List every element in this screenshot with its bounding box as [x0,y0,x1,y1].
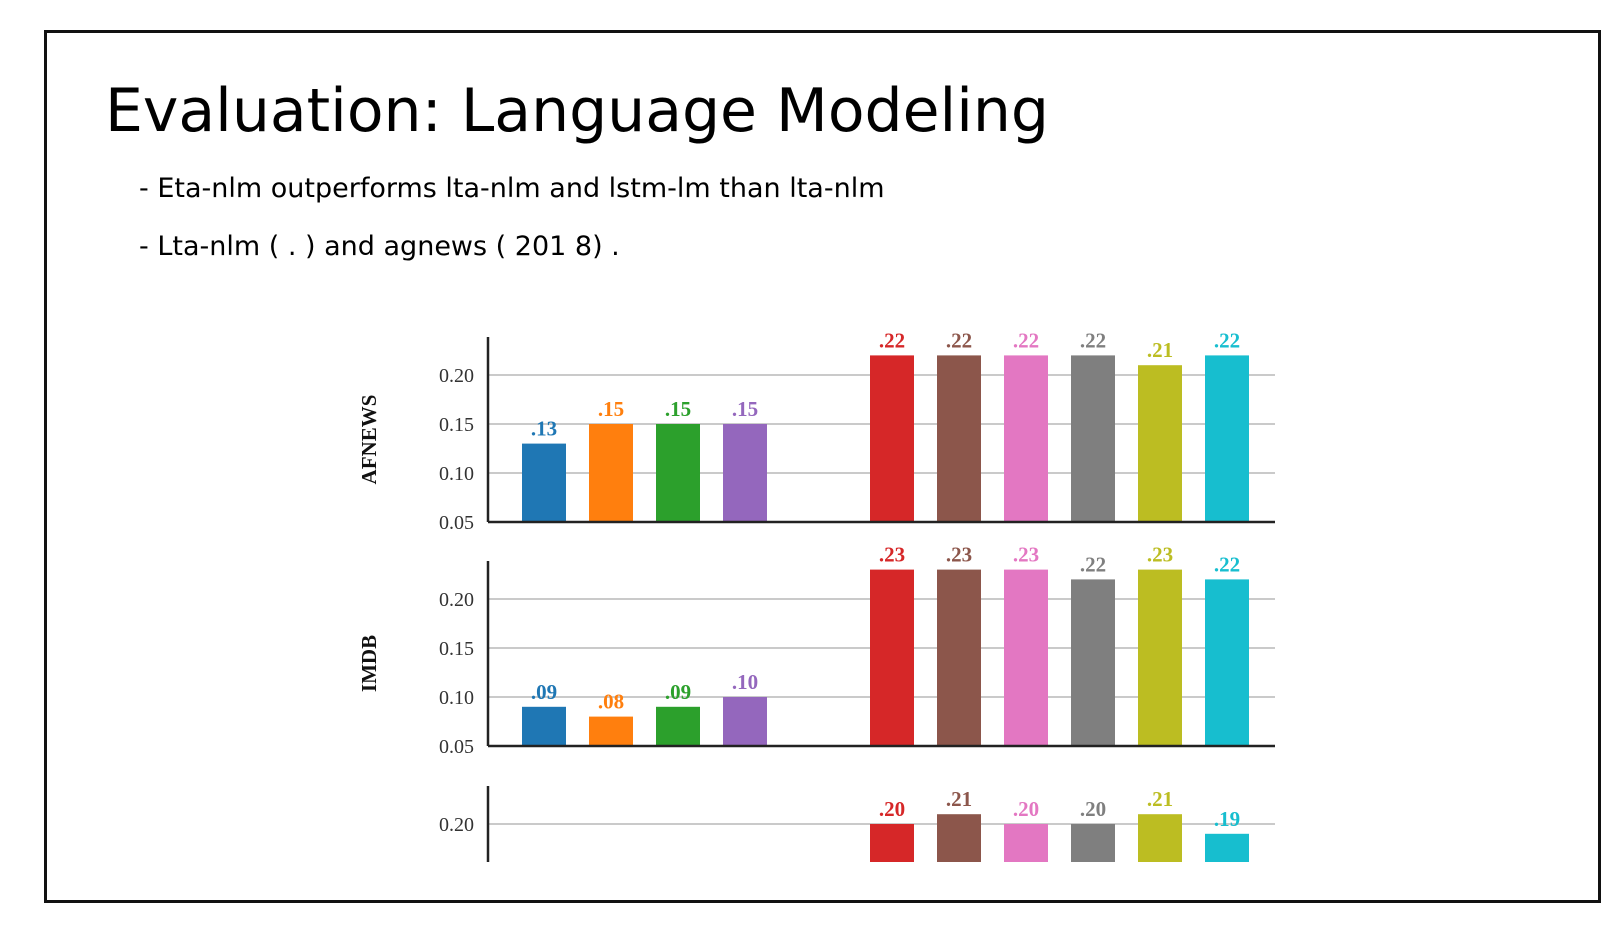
data-label: .10 [732,670,758,694]
bar [656,424,700,522]
bar [1138,569,1182,746]
bar [1205,579,1249,746]
panel-y-label: IMDB [357,635,381,692]
chart-clip-mask [300,863,1450,899]
data-label: .21 [1147,787,1173,811]
data-label: .23 [1013,543,1039,567]
bar [589,716,633,746]
bar [723,424,767,522]
bar [1071,579,1115,746]
y-tick-label: 0.10 [439,687,474,709]
y-tick-label: 0.05 [439,512,474,534]
data-label: .22 [1013,328,1039,352]
bar [870,569,914,746]
y-tick-label: 0.15 [439,414,474,436]
y-tick-label: 0.20 [439,589,474,611]
data-label: .21 [946,787,972,811]
data-label: .22 [1080,328,1106,352]
bar [1071,824,1115,862]
data-label: .15 [598,397,624,421]
bar [937,355,981,522]
bar [1138,814,1182,862]
data-label: .20 [1013,797,1039,821]
bar [522,706,566,746]
data-label: .23 [946,543,972,567]
bar [870,824,914,862]
bar [723,697,767,746]
data-label: .20 [1080,797,1106,821]
data-label: .09 [531,680,557,704]
bullet-2: - Lta-nlm ( . ) and agnews ( 201 8) . [139,231,620,262]
data-label: .23 [879,543,905,567]
data-label: .13 [531,417,557,441]
bar [1004,355,1048,522]
bar [589,424,633,522]
bar [1004,824,1048,862]
bar [1004,569,1048,746]
bar [1071,355,1115,522]
bar [522,443,566,522]
y-tick-label: 0.10 [439,463,474,485]
data-label: .15 [732,397,758,421]
data-label: .22 [1214,328,1240,352]
slide-title: Evaluation: Language Modeling [105,76,1049,146]
slide-frame: Evaluation: Language Modeling - Eta-nlm … [44,30,1601,903]
data-label: .19 [1214,807,1240,831]
y-tick-label: 0.05 [439,736,474,758]
data-label: .22 [879,328,905,352]
bar [656,706,700,746]
y-tick-label: 0.15 [439,638,474,660]
y-tick-label: 0.20 [439,365,474,387]
bar [870,355,914,522]
bar [937,569,981,746]
panel-y-label: AFNEWS [357,395,381,485]
data-label: .23 [1147,543,1173,567]
bar [1205,355,1249,522]
data-label: .21 [1147,338,1173,362]
bar [937,814,981,862]
bar [1205,833,1249,862]
data-label: .20 [879,797,905,821]
data-label: .08 [598,690,624,714]
data-label: .22 [1214,552,1240,576]
data-label: .15 [665,397,691,421]
data-label: .22 [946,328,972,352]
bar [1138,365,1182,522]
data-label: .09 [665,680,691,704]
data-label: .22 [1080,552,1106,576]
bullet-1: - Eta-nlm outperforms lta-nlm and lstm-l… [139,173,885,204]
y-tick-label: 0.20 [439,814,474,836]
